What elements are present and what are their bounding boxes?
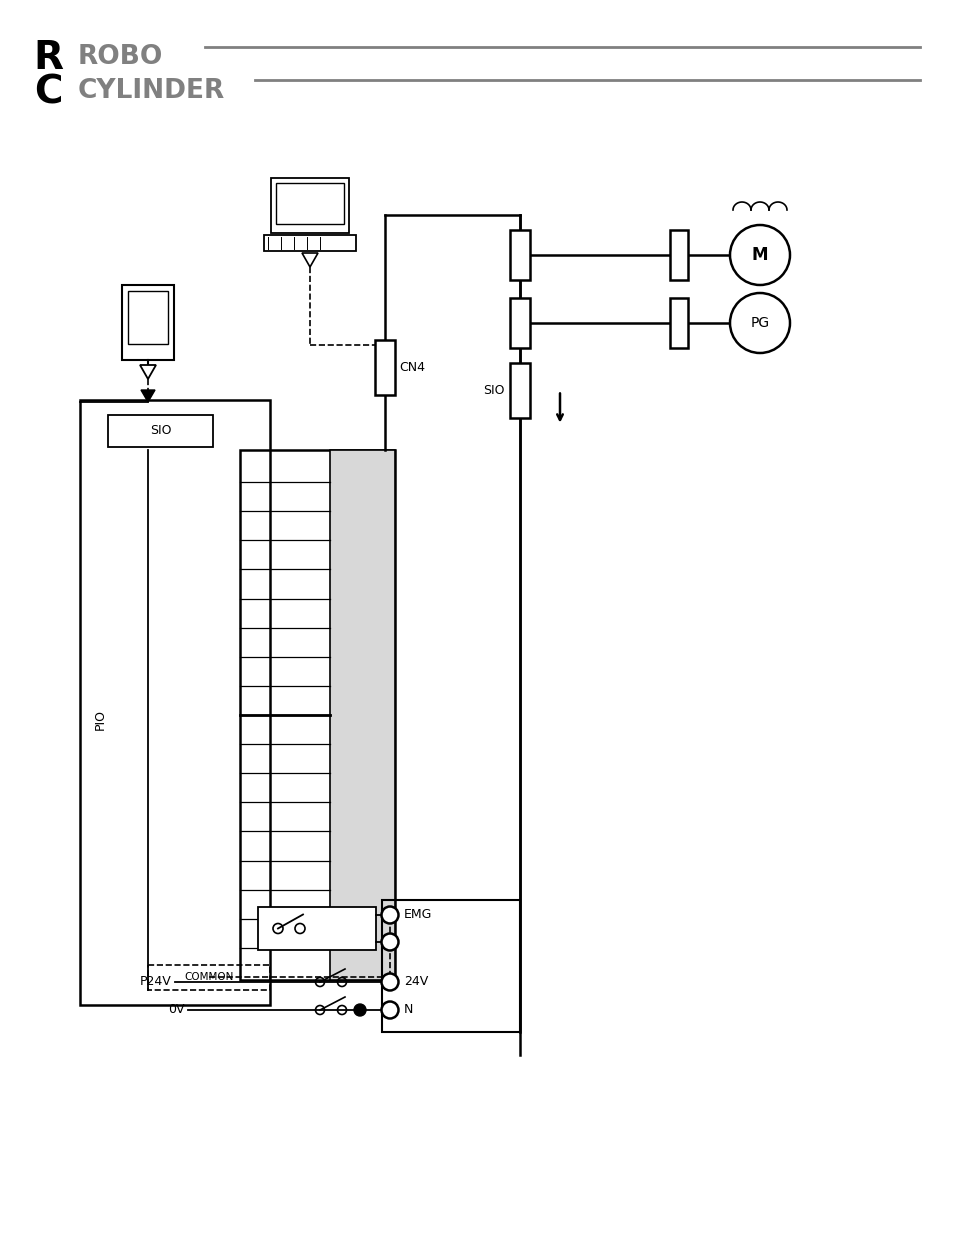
Circle shape [729,225,789,285]
Polygon shape [140,366,156,379]
Text: P24V: P24V [140,976,172,988]
Bar [510,230,530,280]
Bar [148,965,270,990]
Bar [510,363,530,417]
Circle shape [381,934,398,951]
Bar [122,285,173,359]
Circle shape [354,1004,366,1016]
Polygon shape [302,253,317,267]
Bar [240,450,395,981]
Bar [330,450,395,981]
Bar [669,230,687,280]
Text: CN4: CN4 [398,361,424,374]
Bar [108,415,213,447]
Bar [80,400,270,1005]
Circle shape [381,1002,398,1019]
Bar [257,906,375,950]
Circle shape [381,973,398,990]
Bar [510,298,530,348]
Bar [271,178,349,233]
Text: 0V: 0V [169,1004,185,1016]
Bar [381,900,519,1032]
Text: R: R [33,40,63,77]
Text: M: M [751,246,767,264]
Text: PIO: PIO [93,709,107,730]
Text: EMG: EMG [403,909,432,921]
Text: N: N [403,1004,413,1016]
Circle shape [729,293,789,353]
Text: ROBO: ROBO [78,44,163,70]
Text: PG: PG [750,316,769,330]
Bar [375,340,395,395]
Bar [275,183,344,224]
Polygon shape [141,390,154,403]
Circle shape [381,906,398,924]
Text: SIO: SIO [150,425,172,437]
Text: 24V: 24V [403,976,428,988]
Text: CYLINDER: CYLINDER [78,78,225,104]
Bar [669,298,687,348]
Text: COMMON: COMMON [184,972,233,983]
Bar [264,235,355,251]
Text: C: C [33,73,62,111]
Bar [128,291,168,345]
Text: SIO: SIO [483,384,504,396]
